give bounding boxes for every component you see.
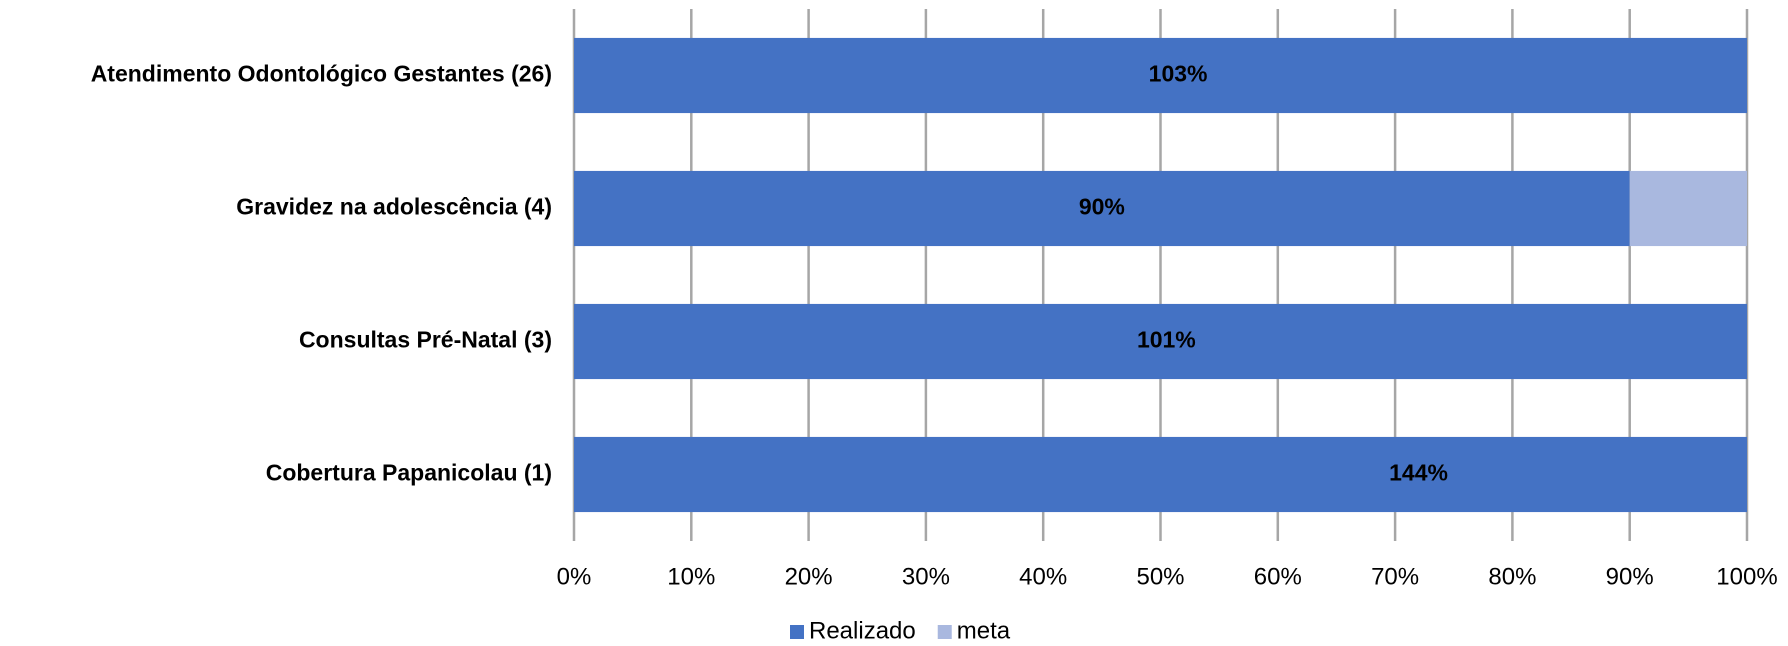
y-tick-label: Cobertura Papanicolau (1) (266, 460, 552, 486)
x-tick-label: 30% (902, 563, 950, 590)
x-tick-label: 40% (1019, 563, 1067, 590)
data-label: 90% (1079, 194, 1125, 220)
y-tick-label: Consultas Pré-Natal (3) (299, 327, 552, 353)
bar (574, 303, 1747, 380)
bar (574, 436, 1747, 513)
data-label: 101% (1137, 327, 1196, 353)
x-tick-label: 90% (1606, 563, 1654, 590)
data-label: 103% (1149, 61, 1208, 87)
legend-label: Realizado (809, 617, 916, 644)
x-tick-label: 80% (1488, 563, 1536, 590)
legend-swatch (790, 625, 804, 639)
y-tick-label: Gravidez na adolescência (4) (236, 194, 552, 220)
x-tick-label: 10% (667, 563, 715, 590)
x-tick-label: 70% (1371, 563, 1419, 590)
x-tick-label: 60% (1254, 563, 1302, 590)
x-tick-label: 20% (785, 563, 833, 590)
y-tick-label: Atendimento Odontológico Gestantes (26) (91, 61, 552, 87)
bars (574, 37, 1747, 513)
x-tick-label: 100% (1716, 563, 1777, 590)
x-tick-label: 50% (1136, 563, 1184, 590)
data-label: 144% (1389, 460, 1448, 486)
bar (1629, 170, 1747, 247)
bar (574, 37, 1747, 114)
x-tick-label: 0% (557, 563, 592, 590)
bar (574, 170, 1630, 247)
legend-swatch (937, 625, 952, 639)
legend-label: meta (957, 617, 1011, 644)
